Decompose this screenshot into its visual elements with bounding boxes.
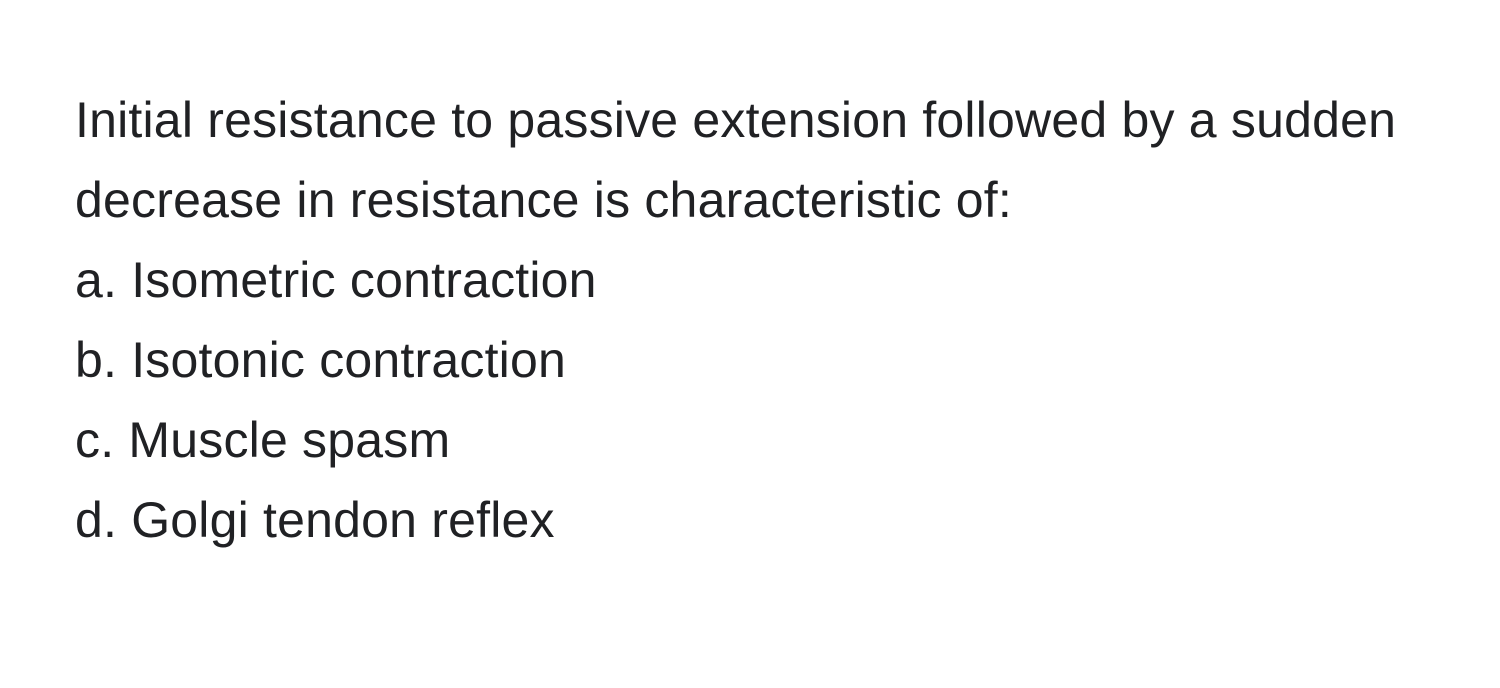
option-b-text: Isotonic contraction: [131, 332, 566, 388]
option-b-letter: b: [75, 332, 103, 388]
option-separator: .: [103, 492, 131, 548]
option-c-letter: c: [75, 412, 100, 468]
option-a-text: Isometric contraction: [131, 252, 596, 308]
option-c-text: Muscle spasm: [128, 412, 450, 468]
option-c: c. Muscle spasm: [75, 400, 1425, 480]
question-stem: Initial resistance to passive extension …: [75, 80, 1425, 240]
option-a-letter: a: [75, 252, 103, 308]
option-d-letter: d: [75, 492, 103, 548]
option-separator: .: [100, 412, 128, 468]
option-separator: .: [103, 252, 131, 308]
option-a: a. Isometric contraction: [75, 240, 1425, 320]
option-d-text: Golgi tendon reflex: [131, 492, 555, 548]
option-separator: .: [103, 332, 131, 388]
option-b: b. Isotonic contraction: [75, 320, 1425, 400]
option-d: d. Golgi tendon reflex: [75, 480, 1425, 560]
question-container: Initial resistance to passive extension …: [75, 80, 1425, 560]
